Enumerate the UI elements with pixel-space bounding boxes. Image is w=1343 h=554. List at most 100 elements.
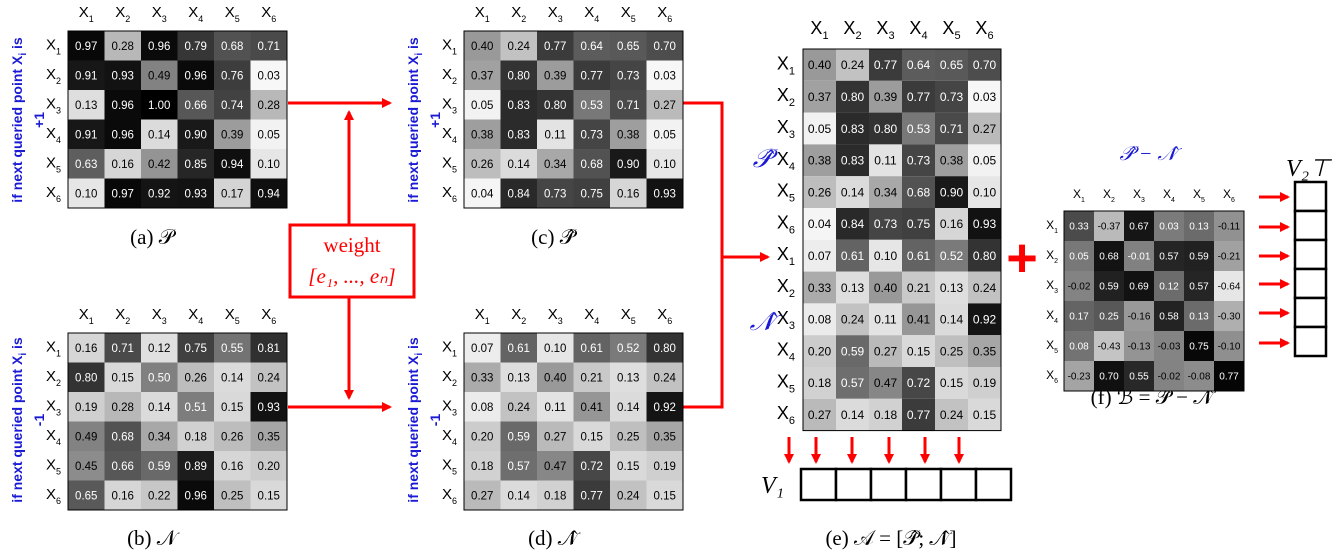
caption-c: (c) 𝒫̂ (531, 225, 578, 249)
heat-cell (968, 208, 1001, 240)
heat-cell (500, 60, 537, 90)
heat-cell (803, 112, 836, 145)
cell-value: 0.77 (907, 90, 931, 104)
heat-cell (104, 480, 141, 510)
heat-cell (968, 271, 1001, 304)
cell-value: -0.02 (1158, 372, 1181, 383)
col-label: X2 (1103, 187, 1115, 204)
cell-value: 0.73 (581, 129, 603, 141)
cell-value: 0.59 (1189, 252, 1209, 263)
cell-value: 0.71 (258, 41, 280, 53)
cell-value: 0.80 (973, 249, 997, 263)
heat-cell (902, 49, 935, 81)
weight-vector: [e₁, ..., eₙ] (308, 264, 395, 288)
right-arrows-v2 (1259, 192, 1290, 348)
heat-cell (68, 362, 105, 392)
heat-cell (141, 333, 178, 363)
row-label: X6 (46, 184, 61, 204)
col-label: X5 (225, 4, 240, 24)
heat-cell (1154, 271, 1184, 301)
heat-cell (1184, 331, 1214, 361)
cell-value: 0.75 (581, 188, 603, 200)
col-label: X2 (115, 306, 130, 326)
row-label: X5 (1046, 338, 1058, 355)
cell-value: 0.80 (75, 372, 97, 384)
heat-cell (935, 398, 968, 431)
heat-cell (610, 333, 647, 363)
heat-cell (610, 31, 647, 61)
cell-value: -0.01 (1128, 252, 1151, 263)
heat-cell (1214, 301, 1244, 331)
cell-value: 0.70 (654, 41, 676, 53)
cell-value: 0.39 (221, 129, 243, 141)
heat-cell (141, 451, 178, 481)
cell-value: 0.80 (874, 122, 898, 136)
cell-value: 0.03 (1159, 222, 1179, 233)
heat-cell (803, 49, 836, 81)
heat-cell (935, 335, 968, 367)
cell-value: 0.59 (841, 344, 865, 358)
col-label: X1 (475, 306, 490, 326)
cell-value: 0.08 (471, 402, 493, 414)
heat-cell (869, 144, 902, 177)
cell-value: 0.14 (940, 313, 964, 327)
heat-cell (214, 480, 251, 510)
heat-cell (104, 362, 141, 392)
heat-cell (836, 80, 869, 113)
cell-value: 0.91 (75, 70, 97, 82)
row-label: X2 (442, 368, 457, 388)
cell-value: 0.10 (75, 188, 97, 200)
cell-value: 0.16 (221, 461, 243, 473)
matrix-n: 0.16 0.71 0.12 0.75 0.55 0.81 0.80 0.15 0.50 0.26… (46, 306, 288, 511)
heat-cell (935, 112, 968, 145)
cell-value: 0.53 (907, 122, 931, 136)
row-label: X2 (1046, 248, 1058, 265)
heat-cell (935, 144, 968, 177)
cell-value: 1.00 (148, 100, 170, 112)
heat-cell (646, 480, 683, 510)
heat-cell (968, 144, 1001, 177)
cell-value: 0.42 (148, 159, 170, 171)
heat-cell (935, 176, 968, 208)
cell-value: 0.13 (1189, 222, 1209, 233)
cell-value: 0.28 (258, 100, 280, 112)
col-label: X3 (548, 306, 563, 326)
heat-cell (214, 178, 251, 208)
heat-cell (537, 392, 574, 422)
heat-cell (214, 362, 251, 392)
cell-value: 0.12 (148, 343, 170, 355)
cell-value: 0.50 (148, 372, 170, 384)
heat-cell (537, 421, 574, 451)
cell-value: 0.24 (508, 41, 531, 53)
v1-label: V₁ (761, 473, 784, 499)
heat-cell (1184, 271, 1214, 301)
v2-label: V₂⊤ (1286, 156, 1333, 182)
cell-value: 0.55 (221, 343, 243, 355)
heat-cell (537, 362, 574, 392)
heat-cell (177, 149, 214, 179)
heat-cell (104, 60, 141, 90)
heat-cell (464, 362, 501, 392)
heat-cell (500, 31, 537, 61)
cell-value: 0.15 (907, 344, 931, 358)
cell-value: 0.16 (940, 217, 964, 231)
heat-cell (869, 208, 902, 240)
cell-value: 0.40 (874, 281, 898, 295)
heat-cell (177, 480, 214, 510)
col-label: X5 (1193, 187, 1205, 204)
heat-cell (1064, 211, 1094, 241)
heat-cell (646, 178, 683, 208)
cell-value: 0.84 (841, 217, 865, 231)
weight-box: weight [e₁, ..., eₙ] (288, 223, 416, 299)
cell-value: 0.73 (874, 217, 898, 231)
cell-value: 0.77 (544, 41, 566, 53)
cell-value: 0.38 (940, 154, 964, 168)
cell-value: 0.64 (907, 58, 931, 72)
heat-cell (869, 239, 902, 272)
col-label: X2 (115, 4, 130, 24)
cell-value: 0.55 (1129, 372, 1149, 383)
cell-value: 0.38 (808, 154, 832, 168)
cell-value: 0.04 (808, 217, 832, 231)
cell-value: 0.18 (874, 408, 898, 422)
heat-cell (573, 480, 610, 510)
